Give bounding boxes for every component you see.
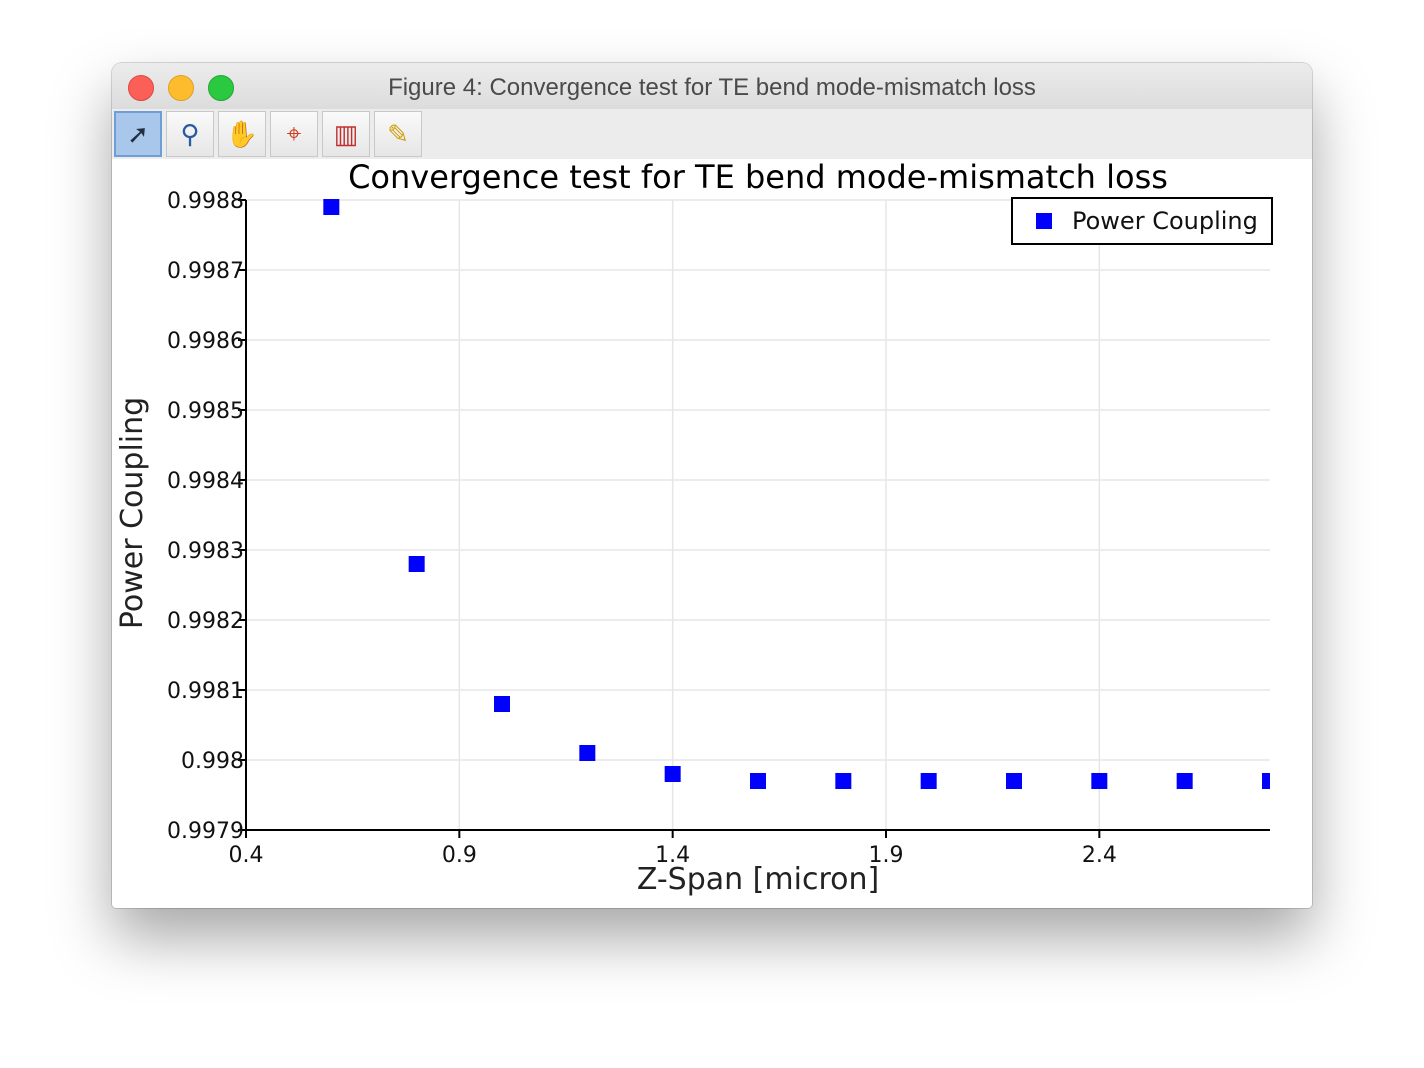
x-tick-label: 2.4 (1082, 843, 1117, 868)
data-point[interactable] (750, 773, 766, 789)
y-tick-label: 0.9988 (167, 189, 244, 214)
x-tick-label: 1.4 (655, 843, 690, 868)
data-point[interactable] (1176, 773, 1193, 789)
data-point[interactable] (408, 556, 425, 572)
zoom-region-icon: ⌖ (286, 118, 302, 148)
x-tick-label: 0.4 (229, 843, 264, 868)
y-tick-label: 0.998 (181, 749, 244, 774)
zoom-icon: ⚲ (180, 118, 200, 149)
data-point[interactable] (1006, 773, 1022, 789)
x-tick-label: 0.9 (442, 843, 477, 868)
data-points (323, 199, 1278, 789)
data-point[interactable] (579, 745, 596, 761)
window-title: Figure 4: Convergence test for TE bend m… (388, 74, 1036, 101)
select-tool-button[interactable]: ➚ (114, 111, 162, 157)
data-point[interactable] (323, 199, 340, 215)
data-point[interactable] (494, 696, 510, 712)
zoom-region-tool-button[interactable]: ⌖ (270, 111, 318, 157)
draw-tool-button[interactable]: ✎ (374, 111, 422, 157)
y-axis-label: Power Coupling (115, 397, 150, 629)
data-point[interactable] (835, 773, 852, 789)
y-tick-label: 0.9983 (167, 539, 244, 564)
axes: 0.9979 0.998 0.9981 0.9982 0.9983 0.9984 0.998… (167, 189, 1270, 868)
grid (245, 199, 1270, 831)
y-tick-label: 0.9979 (167, 819, 244, 844)
plot-data-tool-button[interactable]: ▥ (322, 111, 370, 157)
toolbar: ➚ ⚲ ✋ ⌖ ▥ ✎ (112, 109, 1312, 159)
legend-label: Power Coupling (1072, 207, 1258, 235)
zoom-tool-button[interactable]: ⚲ (166, 111, 214, 157)
chart-canvas[interactable]: 0.9979 0.998 0.9981 0.9982 0.9983 0.9984 0.998… (112, 158, 1312, 908)
data-point[interactable] (1091, 773, 1108, 789)
data-point[interactable] (664, 766, 681, 782)
x-tick-label: 1.9 (869, 843, 904, 868)
y-tick-label: 0.9984 (167, 469, 244, 494)
pencil-icon: ✎ (387, 118, 409, 149)
y-tick-label: 0.9981 (167, 679, 244, 704)
legend[interactable]: Power Coupling (1011, 197, 1273, 245)
legend-box (1011, 197, 1273, 245)
figure-window: Figure 4: Convergence test for TE bend m… (112, 63, 1312, 908)
data-point[interactable] (1262, 773, 1278, 789)
y-tick-label: 0.9987 (167, 259, 244, 284)
pan-tool-button[interactable]: ✋ (218, 111, 266, 157)
x-axis-label: Z-Span [micron] (637, 862, 879, 897)
chart-title: Convergence test for TE bend mode-mismat… (348, 159, 1168, 196)
maximize-window-button[interactable] (208, 75, 234, 101)
select-icon: ➚ (127, 118, 149, 149)
y-tick-label: 0.9982 (167, 609, 244, 634)
plot-data-icon: ▥ (333, 118, 359, 149)
title-bar[interactable]: Figure 4: Convergence test for TE bend m… (112, 63, 1312, 110)
pan-hand-icon: ✋ (225, 118, 259, 149)
minimize-window-button[interactable] (168, 75, 194, 101)
data-point[interactable] (920, 773, 937, 789)
plot-area: 0.9979 0.998 0.9981 0.9982 0.9983 0.9984 0.998… (112, 158, 1312, 908)
legend-marker (1036, 213, 1052, 229)
close-window-button[interactable] (128, 75, 154, 101)
y-tick-label: 0.9986 (167, 329, 244, 354)
y-tick-label: 0.9985 (167, 399, 244, 424)
